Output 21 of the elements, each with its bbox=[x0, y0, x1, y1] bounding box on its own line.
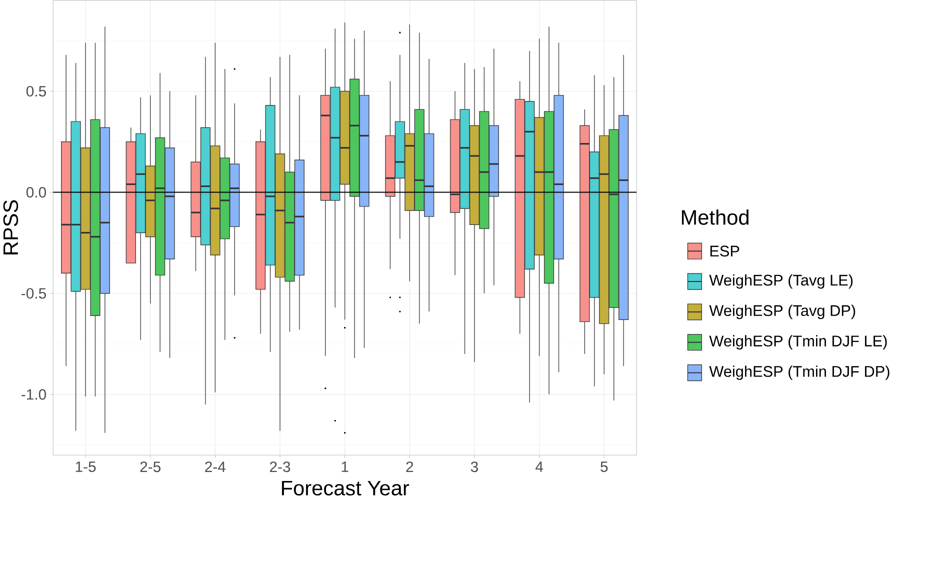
legend-label: ESP bbox=[710, 246, 740, 256]
legend-title: Method bbox=[682, 209, 748, 225]
x-tick-label: 1 bbox=[342, 461, 348, 472]
x-tick-label: 2-3 bbox=[270, 461, 290, 472]
x-tick-label: 2-4 bbox=[205, 461, 226, 472]
legend-label: WeighESP (Tavg DP) bbox=[709, 304, 856, 319]
legend-label: WeighESP (Tmin DJF DP) bbox=[709, 365, 890, 380]
x-axis-title: Forecast Year bbox=[282, 480, 410, 496]
x-tick-label: 1-5 bbox=[76, 461, 96, 472]
x-tick-label: 4 bbox=[536, 461, 544, 472]
x-tick-label: 2 bbox=[406, 461, 414, 472]
legend-label: WeighESP (Tmin DJF LE) bbox=[709, 335, 887, 350]
x-tick-label: 3 bbox=[470, 461, 478, 472]
y-tick-label: 0.0 bbox=[26, 186, 46, 198]
legend-label: WeighESP (Tavg LE) bbox=[709, 274, 853, 289]
y-tick-label: 0.5 bbox=[26, 86, 46, 96]
x-tick-label: 2-5 bbox=[140, 461, 160, 472]
x-tick-label: 5 bbox=[600, 461, 608, 472]
y-tick-label: -0.5 bbox=[22, 288, 46, 299]
y-axis-title: RPSS bbox=[3, 200, 18, 254]
y-tick-label: -1.0 bbox=[22, 389, 46, 400]
